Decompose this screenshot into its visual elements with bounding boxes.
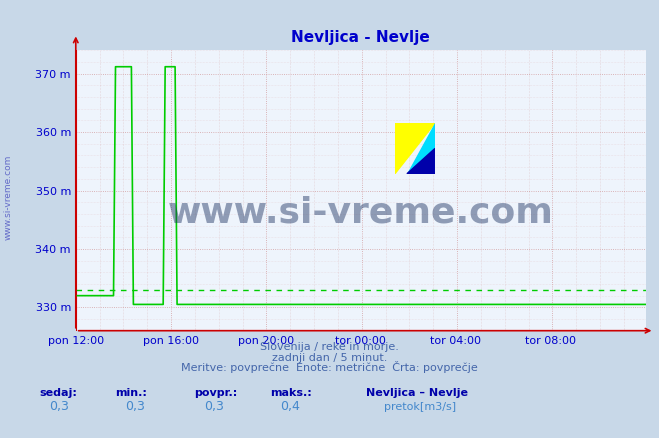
Polygon shape [395, 123, 435, 174]
Text: www.si-vreme.com: www.si-vreme.com [3, 155, 13, 240]
Text: maks.:: maks.: [270, 389, 312, 399]
Text: Meritve: povprečne  Enote: metrične  Črta: povprečje: Meritve: povprečne Enote: metrične Črta:… [181, 361, 478, 374]
Text: pretok[m3/s]: pretok[m3/s] [384, 402, 456, 412]
Text: zadnji dan / 5 minut.: zadnji dan / 5 minut. [272, 353, 387, 364]
Text: povpr.:: povpr.: [194, 389, 238, 399]
Title: Nevljica - Nevlje: Nevljica - Nevlje [291, 30, 430, 45]
Polygon shape [407, 123, 435, 174]
Text: www.si-vreme.com: www.si-vreme.com [168, 196, 554, 230]
Text: 0,3: 0,3 [204, 399, 224, 413]
Text: 0,3: 0,3 [49, 399, 69, 413]
Text: Nevljica – Nevlje: Nevljica – Nevlje [366, 389, 468, 399]
Text: Slovenija / reke in morje.: Slovenija / reke in morje. [260, 343, 399, 353]
Polygon shape [407, 148, 435, 174]
Text: 0,3: 0,3 [125, 399, 145, 413]
Text: 0,4: 0,4 [280, 399, 300, 413]
Text: min.:: min.: [115, 389, 147, 399]
Text: sedaj:: sedaj: [40, 389, 77, 399]
